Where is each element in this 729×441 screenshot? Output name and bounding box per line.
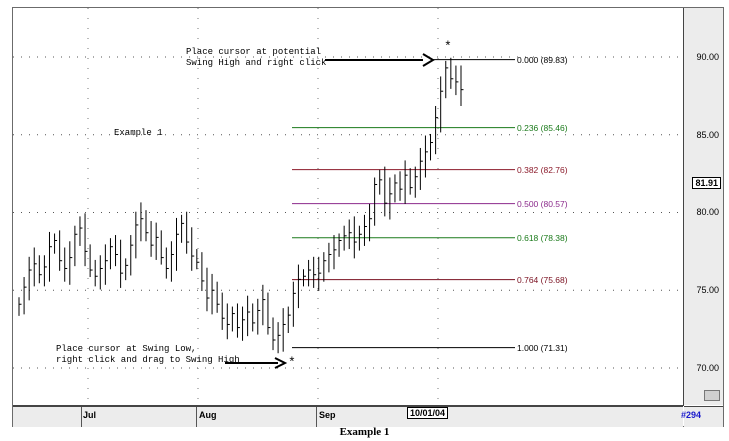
y-label-75: 75.00: [696, 285, 719, 295]
swing-low-arrowhead: [274, 357, 288, 369]
fib-label-5: 0.764 (75.68): [517, 274, 568, 285]
current-price-badge: 81.91: [692, 177, 721, 189]
fib-label-4: 0.618 (78.38): [517, 232, 568, 243]
fib-label-3: 0.500 (80.57): [517, 198, 568, 209]
swing-low-instruction: Place cursor at Swing Low, right click a…: [56, 344, 240, 366]
fib-label-6: 1.000 (71.31): [517, 342, 568, 353]
chart-window: Place cursor at potential Swing High and…: [12, 7, 724, 427]
y-label-80: 80.00: [696, 207, 719, 217]
example-label: Example 1: [114, 128, 163, 138]
figure-caption: Example 1: [339, 426, 390, 438]
x-divider-aug: [196, 407, 197, 427]
scroll-handle-icon[interactable]: [704, 390, 720, 401]
x-label-jul: Jul: [83, 410, 97, 420]
date-axis[interactable]: Jul Aug Sep: [13, 406, 683, 427]
swing-high-instruction: Place cursor at potential Swing High and…: [186, 47, 326, 69]
axis-corner: [684, 406, 723, 427]
swing-high-arrowhead: [422, 53, 435, 67]
x-label-sep: Sep: [319, 410, 336, 420]
price-axis[interactable]: 90.00 85.00 80.00 75.00 70.00 81.91: [684, 8, 723, 405]
x-divider-sep: [316, 407, 317, 427]
swing-high-marker: *: [444, 39, 452, 54]
fib-label-2: 0.382 (82.76): [517, 164, 568, 175]
swing-low-instruction-line-2: right click and drag to Swing High: [56, 355, 240, 365]
bar-count-label: #294: [681, 410, 702, 420]
fib-label-0: 0.000 (89.83): [517, 54, 568, 65]
y-label-70: 70.00: [696, 363, 719, 373]
x-divider-jul: [81, 407, 82, 427]
swing-high-instruction-line-1: Place cursor at potential: [186, 47, 322, 57]
cursor-date-badge: 10/01/04: [407, 407, 449, 419]
y-label-85: 85.00: [696, 130, 719, 140]
plot-area[interactable]: Place cursor at potential Swing High and…: [13, 8, 684, 406]
fib-label-1: 0.236 (85.46): [517, 122, 568, 133]
swing-low-marker: *: [288, 355, 296, 370]
swing-low-instruction-line-1: Place cursor at Swing Low,: [56, 344, 197, 354]
price-chart[interactable]: [13, 8, 683, 405]
y-label-90: 90.00: [696, 52, 719, 62]
x-label-aug: Aug: [199, 410, 217, 420]
swing-high-instruction-line-2: Swing High and right click: [186, 58, 327, 68]
